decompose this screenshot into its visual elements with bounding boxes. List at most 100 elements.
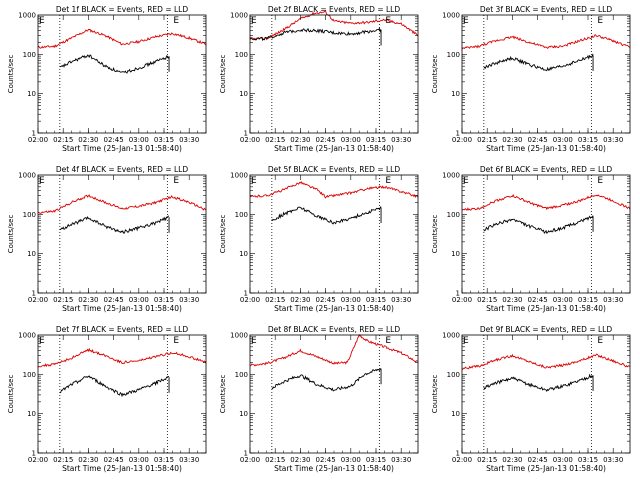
event-marker-label: E [173,176,179,186]
panel-det-1: Det 1f BLACK = Events, RED = LLD E E 1 10 100… [7,5,207,153]
plot-frame [37,174,207,294]
y-tick-label: 100 [447,371,460,379]
x-tick-label: 02:45 [104,136,124,144]
y-tick-label: 100 [23,211,36,219]
y-tick-label: 10 [451,90,460,98]
x-tick-label: 02:00 [28,296,48,304]
event-marker-label: E [39,336,45,346]
y-tick-label: 10 [27,250,36,258]
y-tick-label: 10 [239,250,248,258]
x-tick-label: 03:30 [179,136,199,144]
x-tick-label: 03:15 [366,136,386,144]
x-tick-label: 02:00 [452,456,472,464]
panel-title: Det 3f BLACK = Events, RED = LLD [480,5,613,14]
y-axis-label: Counts/sec [219,375,227,414]
x-tick-label: 02:00 [28,136,48,144]
x-tick-label: 02:45 [528,296,548,304]
series-line-events [59,54,170,74]
x-tick-label: 03:15 [578,136,598,144]
series-line-events [271,206,382,225]
x-tick-label: 02:45 [316,136,336,144]
series-line-events [249,27,382,42]
x-tick-label: 03:00 [553,136,573,144]
y-tick-label: 1 [456,450,460,458]
y-tick-label: 1 [32,130,36,138]
x-tick-label: 02:45 [104,456,124,464]
x-tick-label: 02:15 [53,136,73,144]
x-tick-label: 02:45 [316,456,336,464]
event-marker-label: E [463,176,469,186]
panel-det-2: Det 2f BLACK = Events, RED = LLD E E 1 10 100… [219,5,419,153]
x-tick-label: 03:00 [341,296,361,304]
x-tick-label: 02:30 [290,296,310,304]
x-tick-label: 02:30 [290,136,310,144]
y-tick-label: 10 [239,410,248,418]
x-tick-label: 03:00 [341,136,361,144]
x-tick-label: 03:15 [154,136,174,144]
y-tick-label: 10 [27,410,36,418]
panel-det-4: Det 4f BLACK = Events, RED = LLD E E 1 10 100… [7,165,207,313]
plot-frame [461,334,631,454]
x-tick-label: 03:00 [129,136,149,144]
event-marker-label: E [463,336,469,346]
series-line-lld [461,193,631,211]
x-tick-label: 02:45 [316,296,336,304]
x-tick-label: 02:30 [290,456,310,464]
x-axis-label: Start Time (25-Jan-13 01:58:40) [274,304,394,313]
x-tick-label: 02:30 [502,456,522,464]
event-marker-label: E [463,16,469,26]
y-tick-label: 1000 [18,332,36,340]
y-tick-label: 1000 [18,12,36,20]
x-tick-label: 02:30 [78,136,98,144]
event-marker-label: E [597,176,603,186]
y-tick-label: 1000 [230,172,248,180]
event-marker-label: E [251,176,257,186]
x-tick-label: 03:30 [603,136,623,144]
plot-frame [249,174,419,294]
y-tick-label: 100 [447,51,460,59]
series-line-events [59,215,170,234]
x-tick-label: 02:15 [53,456,73,464]
y-tick-label: 1000 [442,332,460,340]
plot-frame [249,334,419,454]
x-tick-label: 03:15 [154,456,174,464]
x-tick-label: 03:15 [578,296,598,304]
panel-title: Det 1f BLACK = Events, RED = LLD [56,5,189,14]
y-tick-label: 10 [451,250,460,258]
event-marker-label: E [251,16,257,26]
x-tick-label: 03:15 [578,456,598,464]
y-tick-label: 1000 [18,172,36,180]
series-line-lld [250,333,419,367]
series-line-lld [249,180,419,199]
y-tick-label: 1 [244,130,248,138]
x-tick-label: 02:45 [104,296,124,304]
panel-det-5: Det 5f BLACK = Events, RED = LLD E E 1 10 100… [219,165,419,313]
x-axis-label: Start Time (25-Jan-13 01:58:40) [62,464,182,473]
y-axis-label: Counts/sec [219,55,227,94]
x-tick-label: 03:15 [366,456,386,464]
x-tick-label: 02:30 [78,296,98,304]
x-tick-label: 03:30 [179,456,199,464]
event-marker-label: E [597,16,603,26]
y-tick-label: 100 [235,211,248,219]
series-line-lld [37,347,207,368]
x-tick-label: 03:15 [154,296,174,304]
series-line-events [483,215,594,235]
x-tick-label: 03:30 [391,136,411,144]
x-axis-label: Start Time (25-Jan-13 01:58:40) [274,144,394,153]
series-line-events [271,368,382,392]
x-tick-label: 02:45 [528,456,548,464]
panel-title: Det 2f BLACK = Events, RED = LLD [268,5,401,14]
x-tick-label: 02:00 [240,136,260,144]
x-tick-label: 02:00 [452,136,472,144]
x-tick-label: 03:15 [366,296,386,304]
x-tick-label: 02:15 [477,456,497,464]
event-marker-label: E [597,336,603,346]
y-tick-label: 100 [235,371,248,379]
y-tick-label: 1 [456,290,460,298]
y-tick-label: 1 [32,290,36,298]
panel-det-6: Det 6f BLACK = Events, RED = LLD E E 1 10 100… [431,165,631,313]
event-marker-label: E [385,176,391,186]
x-axis-label: Start Time (25-Jan-13 01:58:40) [486,464,606,473]
x-tick-label: 03:30 [179,296,199,304]
